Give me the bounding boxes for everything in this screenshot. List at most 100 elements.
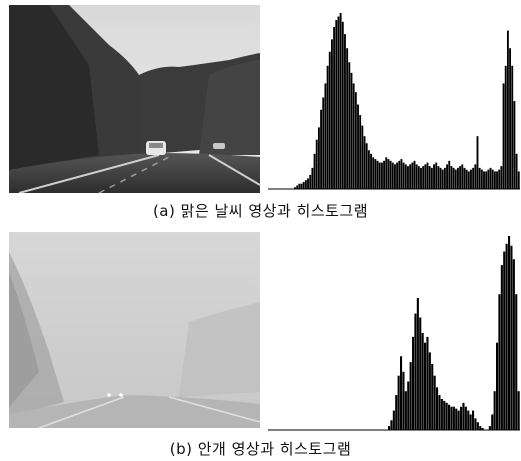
histogram-bar	[505, 243, 508, 430]
histogram-bar	[457, 410, 460, 430]
histogram-bar	[333, 27, 336, 189]
histogram-bar	[478, 167, 481, 189]
histogram-bar	[463, 167, 466, 189]
histogram-bar	[476, 136, 479, 189]
histogram-bar	[415, 164, 418, 189]
histogram-bar	[461, 164, 464, 189]
high-contrast-histogram	[268, 236, 520, 431]
histogram-bar	[506, 30, 509, 189]
histogram-bar	[503, 251, 506, 430]
histogram-bar	[346, 48, 349, 190]
histogram-bar	[440, 398, 443, 430]
histogram-bar	[491, 169, 494, 189]
histogram-bar	[374, 159, 377, 189]
histogram-bar	[407, 381, 410, 430]
histogram-bar	[350, 72, 353, 189]
histogram-bar	[448, 160, 451, 189]
histogram-bar	[398, 160, 401, 189]
histogram-bar	[294, 187, 296, 189]
histogram-bar	[464, 406, 467, 430]
histogram-bar	[500, 265, 503, 430]
histogram-bar	[376, 160, 379, 189]
histogram-bar	[313, 153, 316, 189]
histogram-bar	[424, 342, 427, 430]
histogram-bar	[416, 298, 419, 430]
histogram-bar	[335, 20, 338, 189]
histogram-bar	[446, 164, 449, 189]
histogram-bar	[296, 185, 299, 189]
histogram-bar	[431, 364, 434, 430]
histogram-bar	[450, 406, 453, 430]
histogram-bar	[498, 294, 501, 430]
histogram-b	[268, 228, 520, 432]
histogram-bar	[452, 406, 455, 430]
histogram-bar	[324, 83, 327, 189]
histogram-bar	[328, 51, 331, 189]
histogram-bar	[493, 171, 496, 189]
histogram-bar	[465, 169, 468, 189]
histogram-bar	[344, 34, 346, 190]
histogram-bar	[438, 395, 441, 430]
histogram-bar	[472, 167, 475, 189]
histogram-bar	[421, 333, 424, 430]
foggy-photo	[9, 232, 260, 428]
histogram-bar	[397, 375, 400, 430]
histogram-bar	[394, 164, 396, 189]
histogram-bar	[443, 167, 446, 189]
histogram-bar	[417, 166, 420, 189]
histogram-bar	[462, 402, 465, 430]
histogram-bar	[467, 171, 470, 189]
histogram-bar	[508, 236, 511, 430]
bimodal-histogram	[268, 13, 520, 190]
histogram-bar	[450, 166, 453, 189]
histogram-bar	[315, 139, 318, 189]
histogram-bar	[500, 166, 503, 189]
histogram-bar	[426, 162, 429, 189]
histogram-bar	[354, 92, 357, 189]
histogram-bar	[517, 391, 520, 430]
histogram-bar	[515, 153, 518, 189]
histogram-bar	[341, 21, 344, 189]
histogram-bar	[385, 157, 388, 189]
histogram-bar	[383, 160, 386, 189]
histogram-bar	[407, 166, 409, 189]
histogram-bar	[411, 162, 414, 189]
histogram-bar	[402, 162, 405, 189]
caption-a: (a) 맑은 날씨 영상과 히스토그램	[152, 202, 369, 220]
histogram-bar	[298, 183, 301, 189]
histogram-bar	[474, 164, 477, 189]
histogram-bar	[413, 160, 416, 189]
histogram-bar	[339, 13, 342, 189]
histogram-bar	[300, 183, 303, 189]
histogram-bar	[365, 143, 368, 189]
histogram-bar	[367, 150, 370, 189]
histogram-bar	[404, 164, 407, 189]
histogram-bar	[509, 48, 512, 190]
histogram-bar	[445, 402, 448, 430]
histogram-bar	[391, 162, 394, 189]
caption-b: (b) 안개 영상과 히스토그램	[169, 440, 352, 458]
histogram-bar	[402, 371, 405, 430]
clear-weather-road-photo	[9, 5, 260, 193]
histogram-bar	[307, 178, 309, 189]
histogram-bar	[493, 391, 496, 430]
histogram-bar	[409, 164, 412, 189]
histogram-bar	[455, 408, 458, 430]
histogram-bar	[311, 167, 314, 189]
histogram-a	[268, 5, 520, 191]
histogram-bar	[454, 169, 457, 189]
histogram-bar	[414, 313, 417, 430]
histogram-bar	[317, 127, 320, 189]
histogram-bar	[488, 426, 491, 430]
histogram-bar	[489, 167, 492, 189]
histogram-bar	[428, 352, 431, 430]
histogram-bar	[517, 171, 520, 189]
histogram-bar	[348, 62, 351, 189]
histogram-bar	[502, 83, 505, 189]
histogram-bar	[474, 418, 477, 430]
histogram-bar	[422, 166, 425, 189]
histogram-bar	[320, 109, 323, 189]
histogram-bar	[304, 180, 307, 189]
histogram-bar	[419, 317, 422, 430]
histogram-bar	[378, 162, 381, 189]
